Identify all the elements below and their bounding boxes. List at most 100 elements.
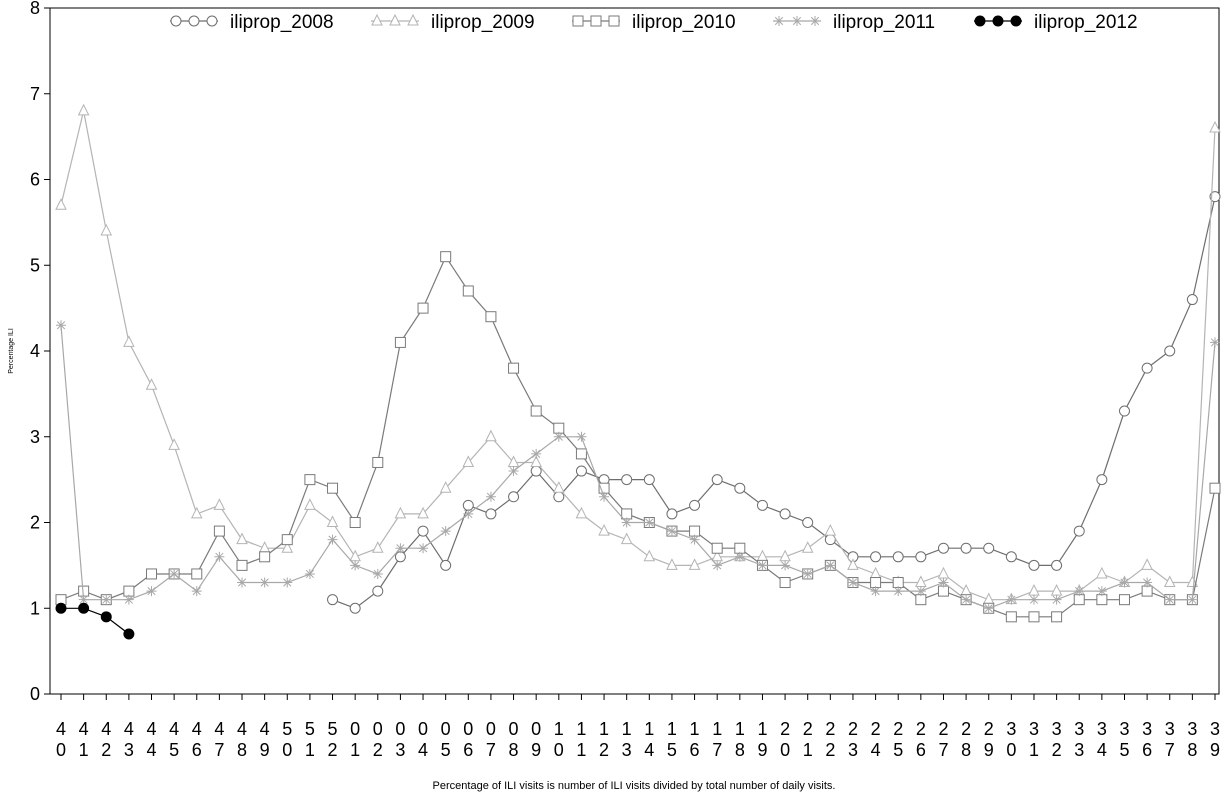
y-tick-label: 5 bbox=[30, 255, 40, 275]
data-point-iliprop_2008 bbox=[756, 499, 768, 511]
legend-item-iliprop_2009: iliprop_2009 bbox=[371, 12, 535, 33]
legend-marker bbox=[371, 13, 383, 26]
data-point-iliprop_2008 bbox=[802, 517, 814, 528]
data-point-iliprop_2010 bbox=[1141, 585, 1153, 597]
data-point-iliprop_2012 bbox=[123, 628, 135, 640]
data-point-iliprop_2009 bbox=[394, 506, 407, 519]
data-point-iliprop_2009 bbox=[1096, 566, 1108, 579]
data-point-iliprop_2010 bbox=[508, 362, 520, 374]
legend-marker bbox=[170, 15, 182, 27]
data-point-iliprop_2009 bbox=[123, 335, 135, 347]
series-line-iliprop_2009 bbox=[60, 110, 1216, 601]
data-point-iliprop_2009 bbox=[643, 549, 656, 562]
data-point-iliprop_2011 bbox=[418, 543, 429, 554]
data-point-iliprop_2009 bbox=[77, 103, 90, 116]
data-point-iliprop_2008 bbox=[485, 508, 497, 520]
y-tick-label: 2 bbox=[30, 513, 40, 533]
data-point-iliprop_2009 bbox=[213, 498, 226, 510]
data-point-iliprop_2011 bbox=[644, 517, 655, 528]
data-point-iliprop_2011 bbox=[870, 586, 881, 597]
data-point-iliprop_2009 bbox=[688, 558, 701, 570]
legend-item-iliprop_2011: iliprop_2011 bbox=[773, 12, 935, 33]
y-tick-label: 3 bbox=[30, 427, 40, 447]
x-axis-title: Percentage of ILI visits is number of IL… bbox=[433, 780, 836, 792]
data-point-iliprop_2011 bbox=[780, 560, 791, 571]
data-point-iliprop_2009 bbox=[326, 515, 339, 527]
data-point-iliprop_2011 bbox=[485, 491, 496, 502]
series-line-iliprop_2010 bbox=[60, 255, 1216, 618]
data-point-iliprop_2010 bbox=[372, 456, 384, 468]
data-point-iliprop_2011 bbox=[123, 594, 134, 605]
data-point-iliprop_2008 bbox=[1141, 362, 1153, 374]
series-iliprop_2009 bbox=[55, 103, 1221, 605]
data-point-iliprop_2008 bbox=[937, 542, 949, 554]
data-point-iliprop_2010 bbox=[146, 568, 158, 580]
data-point-iliprop_2008 bbox=[666, 508, 678, 520]
data-point-iliprop_2011 bbox=[531, 448, 542, 459]
data-point-iliprop_2009 bbox=[847, 558, 859, 570]
legend-marker bbox=[792, 16, 802, 26]
data-point-iliprop_2011 bbox=[983, 603, 994, 614]
data-point-iliprop_2008 bbox=[915, 551, 927, 563]
data-point-iliprop_2010 bbox=[349, 517, 361, 528]
data-point-iliprop_2009 bbox=[824, 523, 837, 536]
data-point-iliprop_2008 bbox=[530, 465, 542, 477]
data-point-iliprop_2012 bbox=[78, 602, 90, 614]
data-point-iliprop_2009 bbox=[439, 481, 452, 493]
data-point-iliprop_2008 bbox=[1028, 559, 1040, 571]
legend-marker bbox=[389, 13, 401, 26]
data-point-iliprop_2010 bbox=[575, 448, 587, 460]
data-point-iliprop_2008 bbox=[417, 525, 429, 537]
legend-label: iliprop_2012 bbox=[1034, 12, 1138, 33]
data-point-iliprop_2011 bbox=[237, 577, 248, 588]
data-point-iliprop_2010 bbox=[304, 474, 316, 486]
data-point-iliprop_2011 bbox=[508, 466, 519, 477]
data-point-iliprop_2008 bbox=[394, 551, 406, 563]
legend-marker bbox=[810, 16, 820, 26]
legend-item-iliprop_2012: iliprop_2012 bbox=[974, 12, 1138, 33]
data-point-iliprop_2008 bbox=[734, 482, 746, 494]
data-point-iliprop_2011 bbox=[938, 577, 949, 588]
data-point-iliprop_2010 bbox=[915, 594, 927, 606]
data-point-iliprop_2010 bbox=[1051, 611, 1063, 623]
data-point-iliprop_2008 bbox=[349, 602, 361, 614]
data-point-iliprop_2008 bbox=[462, 499, 474, 511]
data-point-iliprop_2010 bbox=[236, 559, 248, 571]
legend-marker bbox=[974, 15, 986, 27]
legend-marker bbox=[206, 15, 218, 27]
data-point-iliprop_2012 bbox=[55, 602, 67, 614]
data-point-iliprop_2009 bbox=[530, 455, 542, 467]
data-point-iliprop_2010 bbox=[621, 508, 633, 520]
data-point-iliprop_2008 bbox=[327, 594, 339, 606]
data-point-iliprop_2009 bbox=[1163, 575, 1176, 588]
data-point-iliprop_2008 bbox=[643, 474, 655, 486]
data-point-iliprop_2010 bbox=[213, 525, 225, 537]
y-axis-title: Percentage ILI bbox=[8, 328, 15, 374]
data-point-iliprop_2011 bbox=[101, 594, 112, 605]
